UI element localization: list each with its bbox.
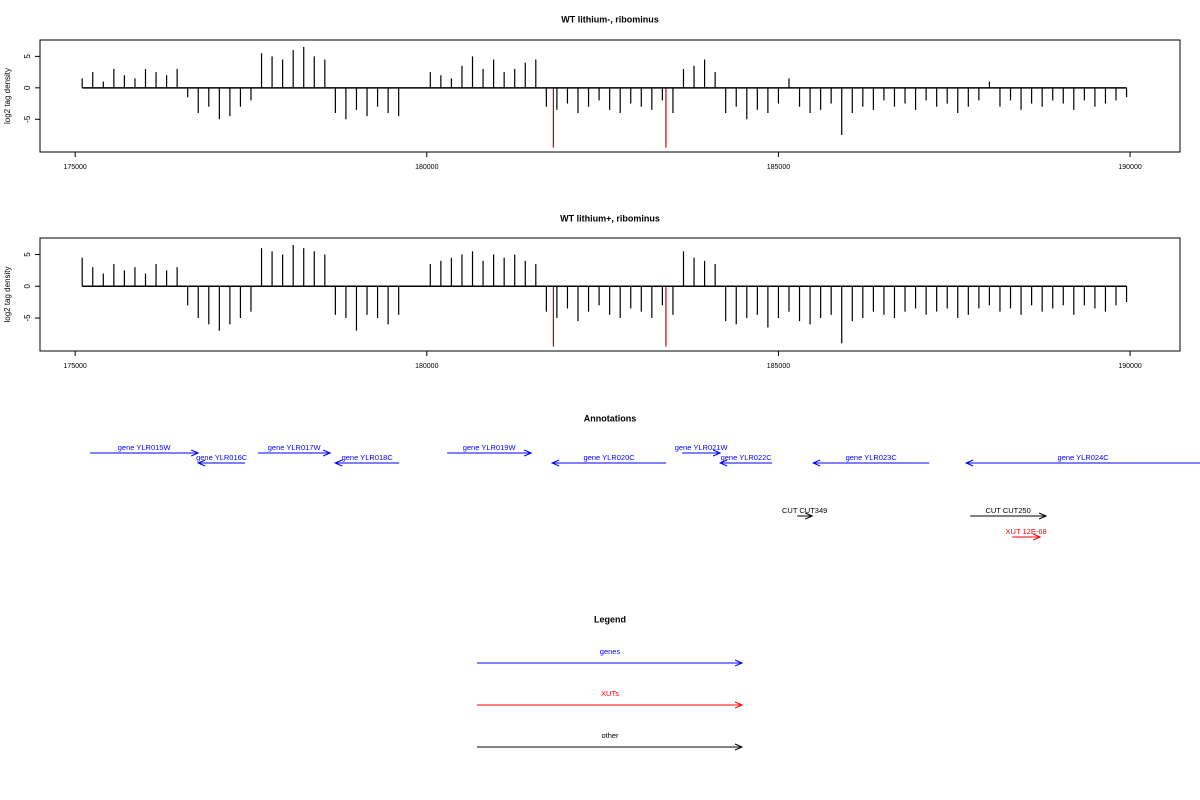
annotation-label: gene YLR016C bbox=[196, 453, 248, 462]
annotation-arrow-head bbox=[1038, 512, 1048, 520]
annotation-label: gene YLR020C bbox=[584, 453, 636, 462]
x-tick-label: 190000 bbox=[1118, 164, 1141, 171]
y-tick-label: 0 bbox=[23, 283, 32, 288]
annotation-label: CUT CUT349 bbox=[782, 506, 827, 515]
annotation-arrow-head bbox=[322, 449, 332, 457]
legend-arrow-head bbox=[734, 659, 744, 667]
annotation-arrow-head bbox=[550, 459, 560, 467]
y-tick-label: -5 bbox=[23, 115, 32, 123]
chart-title: WT lithium-, ribominus bbox=[561, 14, 659, 24]
annotation-arrow-head bbox=[1032, 533, 1042, 541]
annotation-label: gene YLR022C bbox=[721, 453, 773, 462]
annotation-label: XUT 12E-68 bbox=[1006, 527, 1047, 536]
legend-title: Legend bbox=[594, 614, 626, 624]
annotation-label: gene YLR018C bbox=[342, 453, 394, 462]
legend-label: XUTs bbox=[601, 689, 619, 698]
y-tick-label: 5 bbox=[23, 54, 32, 59]
annotation-label: CUT CUT250 bbox=[985, 506, 1030, 515]
x-tick-label: 190000 bbox=[1118, 363, 1141, 370]
annotation-arrow-head bbox=[718, 459, 728, 467]
y-tick-label: -5 bbox=[23, 314, 32, 322]
y-tick-label: 0 bbox=[23, 85, 32, 90]
annotation-arrow-head bbox=[333, 459, 343, 467]
annotation-label: gene YLR017W bbox=[268, 443, 322, 452]
annotation-arrow-head bbox=[964, 459, 974, 467]
chart-title: WT lithium+, ribominus bbox=[560, 213, 660, 223]
legend-arrow-head bbox=[734, 743, 744, 751]
annotation-label: gene YLR023C bbox=[846, 453, 898, 462]
x-tick-label: 180000 bbox=[415, 164, 438, 171]
annotation-arrow-head bbox=[523, 449, 533, 457]
plot-frame bbox=[39, 237, 1181, 352]
annotation-label: gene YLR015W bbox=[118, 443, 172, 452]
annotation-arrow-head bbox=[712, 449, 722, 457]
y-axis-label: log2 tag density bbox=[3, 68, 12, 124]
x-tick-label: 175000 bbox=[63, 363, 86, 370]
annotation-arrow-head bbox=[196, 459, 206, 467]
legend-label: other bbox=[601, 731, 619, 740]
annotation-arrow-head bbox=[811, 459, 821, 467]
annotation-arrow-head bbox=[190, 449, 200, 457]
legend-arrow-head bbox=[734, 701, 744, 709]
y-axis-label: log2 tag density bbox=[3, 266, 12, 322]
plot-frame bbox=[39, 39, 1181, 153]
legend-label: genes bbox=[600, 647, 621, 656]
annotation-label: gene YLR021W bbox=[675, 443, 729, 452]
x-tick-label: 180000 bbox=[415, 363, 438, 370]
x-tick-label: 175000 bbox=[63, 164, 86, 171]
annotation-label: gene YLR019W bbox=[463, 443, 517, 452]
annotation-label: gene YLR024C bbox=[1058, 453, 1110, 462]
x-tick-label: 185000 bbox=[767, 164, 790, 171]
x-tick-label: 185000 bbox=[767, 363, 790, 370]
annotation-arrow-head bbox=[804, 512, 814, 520]
y-tick-label: 5 bbox=[23, 252, 32, 257]
annotations-title: Annotations bbox=[584, 413, 637, 423]
